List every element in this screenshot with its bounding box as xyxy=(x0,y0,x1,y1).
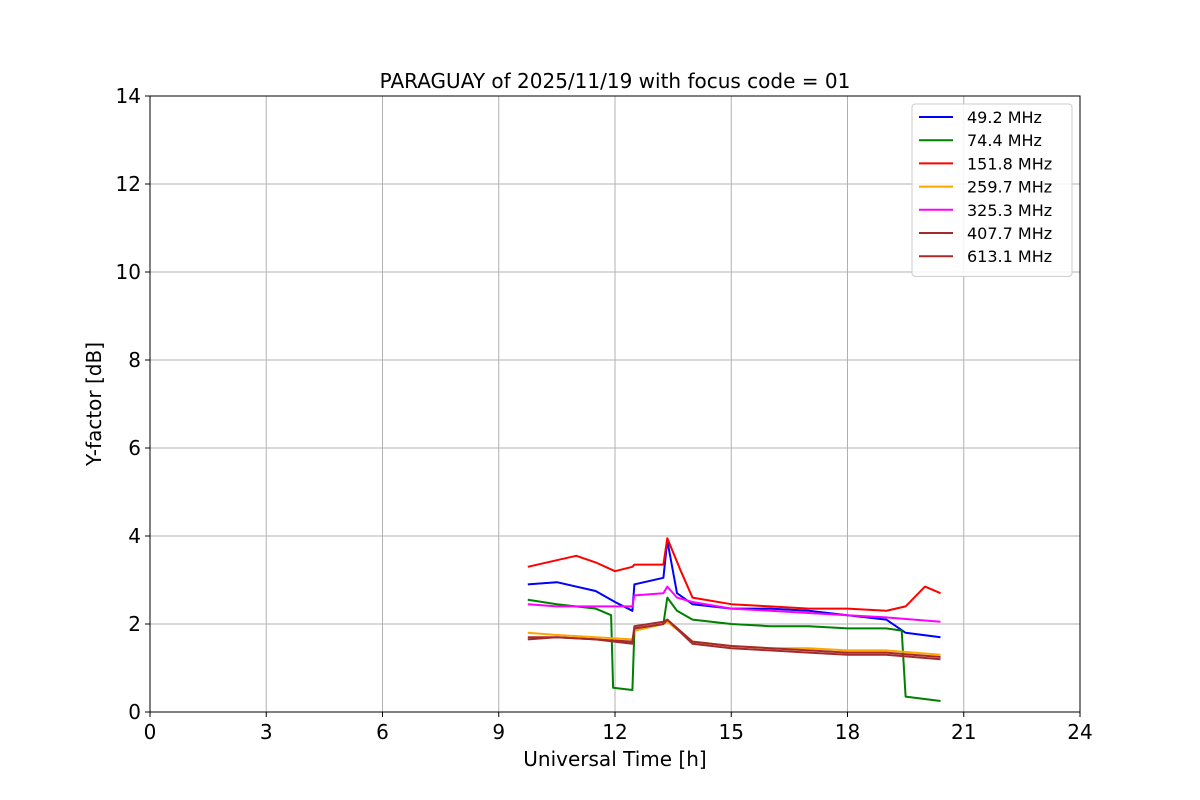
y-tick-label: 2 xyxy=(128,612,141,636)
x-tick-label: 18 xyxy=(835,720,860,744)
y-tick-label: 6 xyxy=(128,436,141,460)
chart-title: PARAGUAY of 2025/11/19 with focus code =… xyxy=(380,69,851,93)
y-axis-label: Y-factor [dB] xyxy=(82,342,106,467)
x-tick-label: 3 xyxy=(260,720,273,744)
y-tick-label: 12 xyxy=(116,172,141,196)
series-line-2 xyxy=(527,537,941,612)
x-axis-label: Universal Time [h] xyxy=(523,747,706,771)
legend-label-6: 613.1 MHz xyxy=(967,247,1052,266)
x-tick-label: 6 xyxy=(376,720,389,744)
x-tick-label: 15 xyxy=(719,720,744,744)
x-tick-label: 24 xyxy=(1067,720,1092,744)
y-tick-label: 14 xyxy=(116,84,141,108)
series-line-4 xyxy=(527,585,941,623)
legend-label-2: 151.8 MHz xyxy=(967,154,1052,173)
x-tick-label: 21 xyxy=(951,720,976,744)
x-axis-ticks: 0 3 6 9 12 15 18 21 24 xyxy=(144,712,1093,744)
legend-label-4: 325.3 MHz xyxy=(967,201,1052,220)
x-tick-label: 0 xyxy=(144,720,157,744)
legend-label-3: 259.7 MHz xyxy=(967,178,1052,197)
y-tick-label: 4 xyxy=(128,524,141,548)
y-tick-label: 10 xyxy=(116,260,141,284)
y-axis-ticks: 0 2 4 6 8 10 12 14 xyxy=(116,84,150,724)
y-tick-label: 0 xyxy=(128,700,141,724)
legend-label-5: 407.7 MHz xyxy=(967,224,1052,243)
series-layer xyxy=(527,537,941,702)
x-tick-label: 12 xyxy=(602,720,627,744)
y-tick-label: 8 xyxy=(128,348,141,372)
series-line-6 xyxy=(527,618,941,661)
legend-label-0: 49.2 MHz xyxy=(967,108,1042,127)
series-line-1 xyxy=(527,596,941,702)
x-tick-label: 9 xyxy=(492,720,505,744)
legend: 49.2 MHz 74.4 MHz 151.8 MHz 259.7 MHz 32… xyxy=(911,103,1073,277)
legend-label-1: 74.4 MHz xyxy=(967,131,1042,150)
